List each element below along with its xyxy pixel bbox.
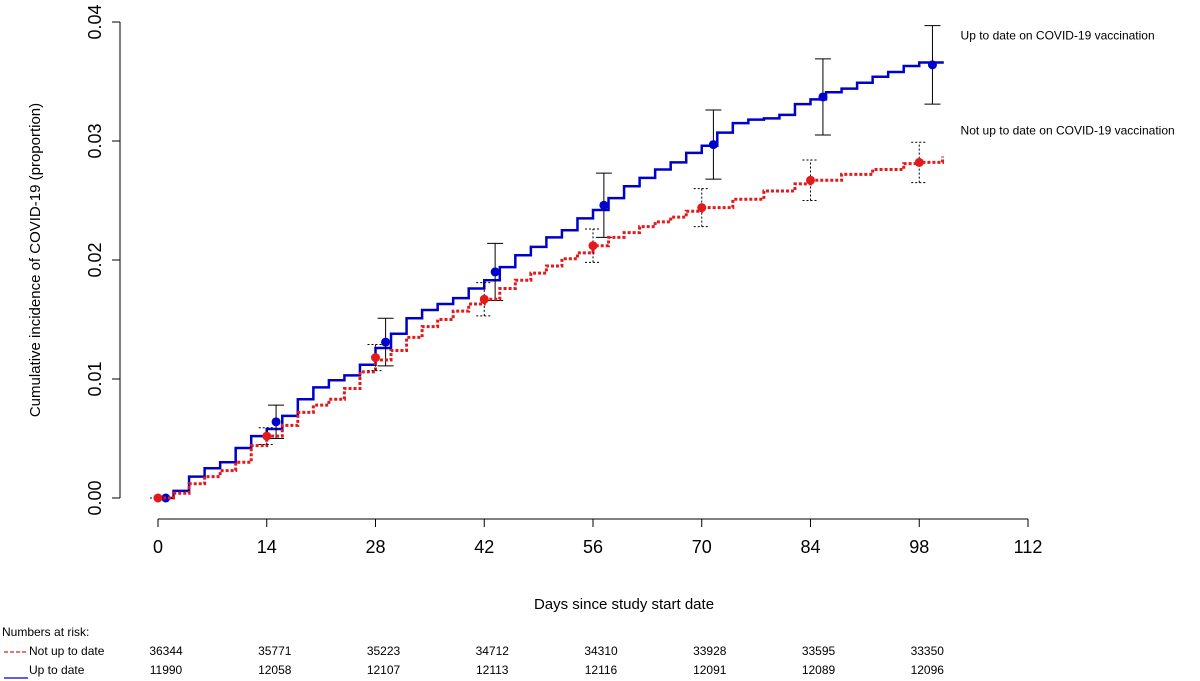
x-tick-label: 84: [800, 537, 820, 557]
point-estimate: [371, 353, 380, 363]
risk-count: 35771: [258, 644, 292, 658]
risk-count: 12116: [585, 663, 618, 677]
risk-count: 12107: [367, 663, 401, 677]
risk-count: 12091: [693, 663, 727, 677]
y-tick-label: 0.02: [85, 242, 105, 277]
risk-count: 12058: [258, 663, 292, 677]
risk-count: 34712: [476, 644, 510, 658]
risk-count: 33928: [693, 644, 727, 658]
x-axis-label: Days since study start date: [534, 596, 714, 613]
risk-count: 12113: [476, 663, 509, 677]
point-estimate: [479, 294, 489, 304]
y-tick-label: 0.01: [85, 361, 105, 396]
risk-table-title: Numbers at risk:: [2, 625, 89, 639]
point-estimate: [271, 417, 281, 427]
point-estimate: [697, 203, 707, 213]
risk-row-label: Up to date: [29, 663, 85, 677]
risk-count: 12096: [911, 663, 945, 677]
point-estimate: [381, 337, 391, 347]
point-estimate: [490, 267, 500, 277]
point-estimate: [708, 140, 718, 150]
risk-count: 11990: [150, 663, 183, 677]
x-tick-label: 56: [583, 537, 603, 557]
x-tick-label: 112: [1014, 537, 1043, 557]
point-estimate: [806, 175, 815, 185]
point-estimate: [818, 92, 828, 102]
risk-count: 34310: [584, 644, 618, 658]
x-tick-label: 0: [153, 537, 163, 557]
y-tick-label: 0.03: [85, 123, 105, 158]
x-tick-label: 14: [257, 537, 277, 557]
x-tick-label: 70: [692, 537, 712, 557]
x-tick-label: 28: [365, 537, 385, 557]
risk-count: 33350: [911, 644, 945, 658]
point-estimate: [914, 157, 924, 167]
risk-count: 36344: [149, 644, 183, 658]
y-tick-label: 0.00: [85, 480, 105, 515]
point-estimate: [599, 200, 609, 210]
point-estimate: [588, 241, 598, 251]
risk-count: 33595: [802, 644, 836, 658]
x-tick-label: 98: [909, 537, 929, 557]
series-label: Not up to date on COVID-19 vaccination: [961, 124, 1175, 138]
point-estimate: [262, 431, 272, 441]
x-tick-label: 42: [474, 537, 494, 557]
y-tick-label: 0.04: [85, 4, 105, 39]
cumulative-incidence-line: [165, 61, 944, 500]
risk-row-label: Not up to date: [29, 644, 105, 658]
series-label: Up to date on COVID-19 vaccination: [961, 28, 1155, 42]
cumulative-incidence-line: [158, 156, 945, 500]
point-estimate: [927, 60, 937, 70]
risk-count: 12089: [802, 663, 836, 677]
point-estimate: [153, 493, 163, 503]
y-axis-label: Cumulative incidence of COVID-19 (propor…: [27, 103, 44, 417]
risk-count: 35223: [367, 644, 401, 658]
